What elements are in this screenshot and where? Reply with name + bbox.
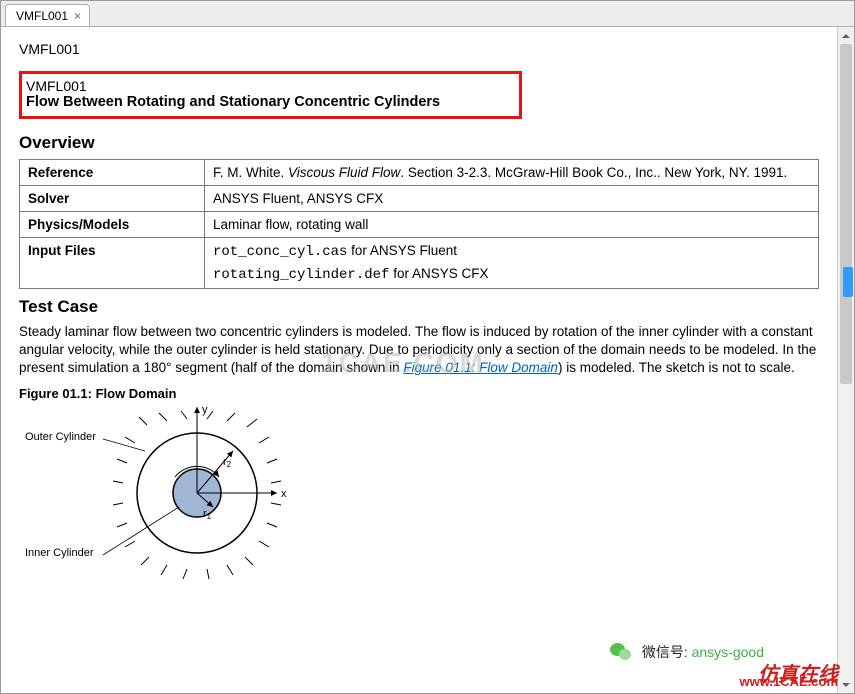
scroll-down-icon[interactable]: [838, 676, 854, 693]
scroll-up-icon[interactable]: [838, 27, 854, 44]
figure-link[interactable]: Figure 01.1: Flow Domain: [403, 360, 558, 375]
title-main: Flow Between Rotating and Stationary Con…: [26, 94, 513, 110]
row-label: Physics/Models: [20, 212, 205, 238]
row-label: Solver: [20, 186, 205, 212]
content-wrap: VMFL001 VMFL001 Flow Between Rotating an…: [1, 27, 854, 693]
vertical-scrollbar[interactable]: [837, 27, 854, 693]
table-row: Input Files rot_conc_cyl.cas for ANSYS F…: [20, 238, 819, 289]
test-case-description: Steady laminar flow between two concentr…: [19, 323, 819, 378]
document-id: VMFL001: [19, 41, 819, 57]
table-row: Reference F. M. White. Viscous Fluid Flo…: [20, 160, 819, 186]
table-row: Physics/Models Laminar flow, rotating wa…: [20, 212, 819, 238]
document-content: VMFL001 VMFL001 Flow Between Rotating an…: [1, 27, 837, 693]
row-value: rot_conc_cyl.cas for ANSYS Fluent rotati…: [205, 238, 819, 289]
heading-test-case: Test Case: [19, 297, 819, 317]
scroll-thumb[interactable]: [840, 44, 852, 384]
overview-table: Reference F. M. White. Viscous Fluid Flo…: [19, 159, 819, 289]
flow-domain-diagram: Outer Cylinder Inner Cylinder: [19, 407, 339, 602]
wechat-icon: [610, 643, 634, 663]
watermark-url: www.1CAE.com: [740, 674, 838, 689]
close-icon[interactable]: ×: [74, 9, 81, 23]
table-row: Solver ANSYS Fluent, ANSYS CFX: [20, 186, 819, 212]
axis-x-label: x: [281, 488, 287, 500]
watermark-wechat: 微信号: ansys-good: [610, 642, 764, 663]
tab-label: VMFL001: [16, 9, 68, 23]
title-highlight-box: VMFL001 Flow Between Rotating and Statio…: [19, 71, 522, 119]
row-label: Input Files: [20, 238, 205, 289]
tab-bar: VMFL001 ×: [1, 1, 854, 27]
heading-overview: Overview: [19, 133, 819, 153]
axis-y-label: y: [202, 407, 208, 416]
row-label: Reference: [20, 160, 205, 186]
tab-vmfl001[interactable]: VMFL001 ×: [5, 4, 90, 26]
scroll-indicator: [843, 267, 853, 297]
figure-caption: Figure 01.1: Flow Domain: [19, 386, 819, 401]
title-id: VMFL001: [26, 78, 513, 94]
row-value: F. M. White. Viscous Fluid Flow. Section…: [205, 160, 819, 186]
inner-cylinder-label: Inner Cylinder: [25, 547, 93, 559]
row-value: Laminar flow, rotating wall: [205, 212, 819, 238]
outer-cylinder-label: Outer Cylinder: [25, 431, 96, 443]
row-value: ANSYS Fluent, ANSYS CFX: [205, 186, 819, 212]
